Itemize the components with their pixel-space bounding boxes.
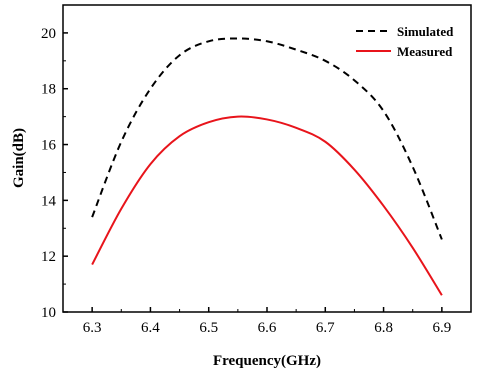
axis-tick-labels: 6.3 6.4 6.5 6.6 6.7 6.8 6.9 10 12 14 16 18 20 <box>41 26 451 336</box>
y-axis-title: Gain(dB) <box>11 128 27 188</box>
y-tick-label: 14 <box>41 193 57 209</box>
y-tick-label: 12 <box>41 249 56 265</box>
legend: Simulated Measured <box>356 24 454 59</box>
axis-ticks <box>63 32 443 313</box>
x-tick-label: 6.6 <box>258 320 277 336</box>
y-tick-label: 18 <box>41 82 56 98</box>
series-line-simulated <box>91 37 443 240</box>
plot-area <box>91 37 443 296</box>
legend-label-simulated: Simulated <box>397 24 454 39</box>
y-tick-label: 16 <box>41 138 57 154</box>
x-tick-label: 6.3 <box>83 320 102 336</box>
x-tick-label: 6.4 <box>141 320 160 336</box>
x-tick-label: 6.5 <box>199 320 218 336</box>
series-line-measured <box>91 115 443 296</box>
x-tick-label: 6.9 <box>432 320 451 336</box>
legend-label-measured: Measured <box>397 44 453 59</box>
x-axis-title: Frequency(GHz) <box>213 353 321 369</box>
y-tick-label: 10 <box>41 305 56 321</box>
x-tick-label: 6.8 <box>374 320 393 336</box>
y-tick-label: 20 <box>41 26 56 42</box>
x-tick-label: 6.7 <box>316 320 335 336</box>
